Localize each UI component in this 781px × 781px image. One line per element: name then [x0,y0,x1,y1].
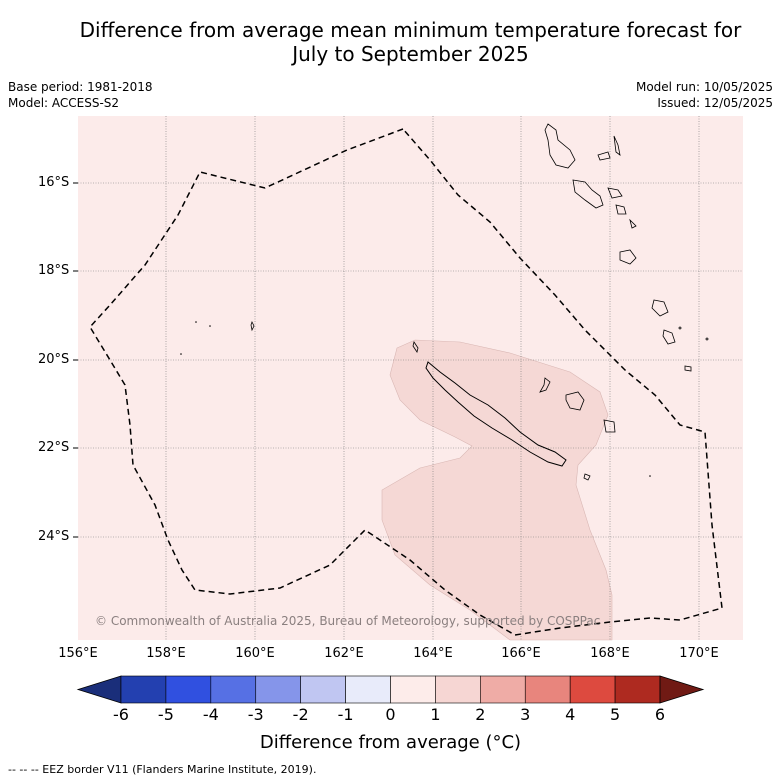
eez-footnote: -- -- -- EEZ border V11 (Flanders Marine… [8,763,317,776]
reef-dot-3 [180,353,182,355]
lon-label-160e: 160°E [235,646,275,661]
ouvea-island [539,377,551,393]
colorbar-tick-label: 0 [385,705,396,724]
base-period: Base period: 1981-2018 [8,80,153,94]
lon-label-168e: 168°E [590,646,630,661]
copyright-notice: © Commonwealth of Australia 2025, Bureau… [95,614,601,628]
colorbar-tick-label: -2 [292,705,309,724]
lon-label-158e: 158°E [146,646,186,661]
colorbar [76,675,705,704]
colorbar-tick-label: 2 [475,705,486,724]
lon-label-164e: 164°E [413,646,453,661]
colorbar-tick-label: -6 [113,705,129,724]
model-name: Model: ACCESS-S2 [8,96,120,110]
eez-border [89,128,723,636]
issued-date: Issued: 12/05/2025 [657,96,773,110]
lat-label-16s: 16°S [38,175,70,190]
colorbar-bin [255,675,301,704]
model-run: Model run: 10/05/2025 [635,80,773,94]
isle-of-pines [583,473,591,481]
colorbar-bin [435,675,481,704]
colorbar-tick-label: -4 [202,705,219,724]
tick-marks [73,182,78,538]
colorbar-tick-label: -1 [337,705,354,724]
title-line-2: July to September 2025 [292,42,529,66]
title-line-1: Difference from average mean minimum tem… [79,18,742,42]
colorbar-extend-low [76,675,122,704]
lat-label-20s: 20°S [38,352,70,367]
colorbar-tick-label: 3 [520,705,531,724]
lon-label-166e: 166°E [501,646,541,661]
lat-label-22s: 22°S [38,440,70,455]
lifou-island [565,391,585,411]
lat-label-24s: 24°S [38,529,70,544]
colorbar-bin [569,675,616,704]
colorbar-bin [345,675,391,704]
colorbar-tick-label: -3 [247,705,264,724]
colorbar-tick-label: 6 [654,705,666,724]
mare-island [603,419,616,433]
colorbar-title: Difference from average (°C) [259,732,522,753]
colorbar-tick-label: 4 [565,705,576,724]
colorbar-tick-label: -5 [157,705,174,724]
colorbar-bin [165,675,212,704]
colorbar-bin [480,675,526,704]
lat-label-18s: 18°S [38,263,70,278]
reef-dot-1 [195,321,197,323]
belep-islands [412,341,419,353]
lon-label-156e: 156°E [58,646,98,661]
colorbar-bin [614,675,661,704]
colorbar-bin [210,675,257,704]
colorbar-bin [524,675,571,704]
colorbar-bin [390,675,436,704]
anomaly-region-1-to-2 [381,339,613,641]
vanuatu-islands [544,123,709,372]
chart-title: Difference from average mean minimum tem… [0,18,781,66]
meta-right: Model run: 10/05/2025 Issued: 12/05/2025 [636,79,773,111]
meta-left: Base period: 1981-2018 Model: ACCESS-S2 [8,79,153,111]
colorbar-tick-label: 1 [430,705,441,724]
lon-label-162e: 162°E [324,646,364,661]
new-caledonia-island [425,361,567,467]
colorbar-bin [120,675,167,704]
colorbar-bin [300,675,346,704]
chesterfield-islet [250,320,255,332]
reef-dot-4 [649,475,651,477]
colorbar-extend-high [659,675,705,704]
colorbar-tick-label: 5 [609,705,621,724]
reef-dot-2 [209,325,211,327]
lon-label-170e: 170°E [679,646,719,661]
gridlines [78,116,743,640]
